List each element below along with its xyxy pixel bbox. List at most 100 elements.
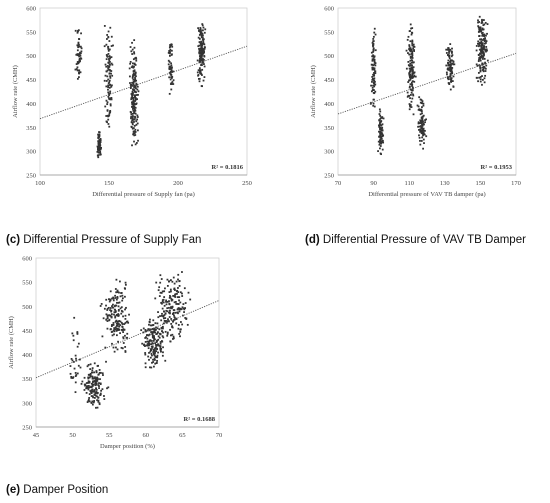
data-point bbox=[166, 284, 169, 287]
data-point bbox=[93, 396, 96, 399]
data-point bbox=[423, 142, 425, 145]
data-point bbox=[421, 130, 424, 133]
data-point bbox=[134, 106, 137, 109]
data-point bbox=[153, 365, 155, 368]
data-point bbox=[173, 301, 176, 304]
data-point bbox=[106, 103, 109, 106]
data-point bbox=[113, 327, 116, 329]
data-point bbox=[170, 298, 173, 300]
data-point bbox=[374, 62, 377, 65]
data-point bbox=[97, 147, 99, 150]
data-point bbox=[187, 291, 190, 294]
data-point bbox=[131, 122, 134, 124]
data-point bbox=[203, 47, 206, 50]
data-point bbox=[87, 377, 90, 380]
y-axis-label: Airflow rate (CMH) bbox=[8, 316, 15, 369]
data-point bbox=[184, 307, 187, 309]
data-point bbox=[199, 47, 202, 50]
data-point bbox=[134, 131, 137, 133]
data-point bbox=[150, 343, 153, 346]
data-point bbox=[172, 311, 175, 314]
data-point bbox=[412, 45, 415, 48]
data-point bbox=[168, 65, 171, 68]
data-point bbox=[372, 104, 375, 107]
data-point bbox=[411, 69, 414, 71]
y-tick-label: 500 bbox=[26, 53, 36, 60]
trend-line bbox=[39, 45, 248, 120]
data-point bbox=[374, 72, 377, 75]
y-axis-label: Airflow rate (CMH) bbox=[310, 65, 317, 118]
data-point bbox=[99, 392, 102, 395]
data-point bbox=[379, 124, 382, 126]
data-point bbox=[156, 332, 159, 335]
data-point bbox=[116, 289, 119, 292]
data-point bbox=[108, 68, 110, 71]
data-point bbox=[135, 94, 138, 96]
data-point bbox=[88, 400, 91, 403]
data-point bbox=[171, 81, 174, 83]
data-point bbox=[420, 110, 423, 113]
data-point bbox=[199, 58, 202, 61]
data-point bbox=[124, 287, 127, 290]
data-point bbox=[447, 63, 450, 66]
data-point bbox=[201, 68, 204, 71]
data-point bbox=[171, 305, 174, 308]
data-point bbox=[186, 323, 189, 326]
data-point bbox=[445, 52, 448, 54]
data-point bbox=[481, 34, 484, 36]
data-point bbox=[483, 81, 486, 84]
data-point bbox=[452, 61, 455, 63]
data-point bbox=[372, 102, 375, 105]
data-point bbox=[409, 70, 411, 73]
data-point bbox=[164, 359, 167, 362]
data-point bbox=[159, 345, 162, 348]
data-point bbox=[413, 49, 415, 51]
data-point bbox=[485, 50, 487, 53]
data-point bbox=[380, 116, 383, 119]
data-point bbox=[409, 47, 412, 50]
data-point bbox=[134, 112, 137, 115]
data-point bbox=[152, 349, 155, 351]
data-point bbox=[166, 300, 169, 303]
data-point bbox=[131, 112, 134, 115]
data-point bbox=[78, 69, 81, 72]
data-point bbox=[411, 54, 414, 57]
data-point bbox=[94, 382, 97, 384]
data-point bbox=[113, 330, 116, 333]
data-point bbox=[161, 325, 164, 328]
data-point bbox=[408, 48, 410, 51]
data-point bbox=[411, 44, 414, 47]
data-point bbox=[170, 62, 172, 65]
data-point bbox=[76, 331, 79, 334]
data-point bbox=[484, 48, 487, 51]
data-point bbox=[477, 53, 480, 56]
data-point bbox=[106, 34, 109, 36]
data-point bbox=[88, 397, 91, 399]
data-point bbox=[108, 93, 111, 96]
data-point bbox=[134, 96, 136, 98]
data-point bbox=[159, 342, 162, 345]
data-point bbox=[475, 45, 478, 47]
data-point bbox=[118, 291, 120, 294]
data-point bbox=[447, 59, 450, 62]
data-point bbox=[165, 303, 168, 306]
data-point bbox=[202, 48, 205, 51]
data-point bbox=[132, 58, 135, 61]
data-point bbox=[370, 90, 373, 93]
data-point bbox=[150, 340, 153, 342]
x-tick-label: 65 bbox=[179, 432, 186, 439]
data-point bbox=[420, 116, 423, 119]
data-point bbox=[419, 98, 422, 101]
data-point bbox=[111, 305, 113, 308]
data-point bbox=[409, 48, 412, 51]
data-point bbox=[168, 309, 171, 312]
data-point bbox=[112, 44, 114, 47]
data-point bbox=[76, 66, 79, 69]
data-point bbox=[481, 66, 484, 69]
data-point bbox=[411, 85, 413, 87]
data-point bbox=[153, 358, 156, 361]
data-point bbox=[483, 38, 485, 40]
data-point bbox=[134, 71, 137, 74]
data-point bbox=[162, 327, 164, 330]
data-point bbox=[131, 144, 133, 147]
